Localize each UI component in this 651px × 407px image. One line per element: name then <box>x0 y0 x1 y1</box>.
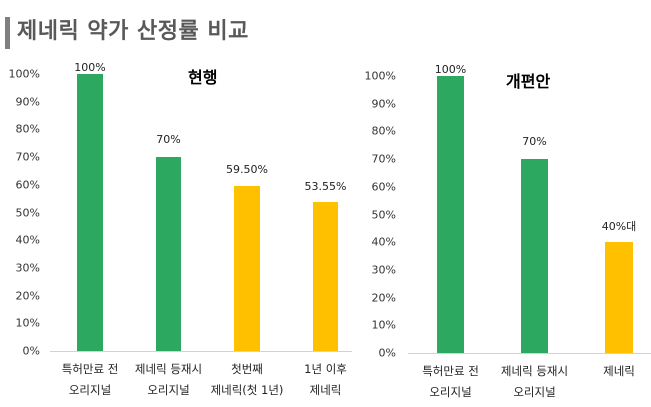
category-label: 특허만료 전 오리지널 <box>40 359 140 401</box>
y-tick: 10% <box>371 318 396 332</box>
bar <box>521 159 548 353</box>
y-tick: 30% <box>15 261 40 275</box>
bar-value-label: 59.50% <box>226 163 268 176</box>
category-label: 제네릭 <box>569 361 651 382</box>
category-label: 특허만료 전 오리지널 <box>401 361 501 403</box>
y-tick: 100% <box>8 67 40 81</box>
bar-value-label: 70% <box>522 135 547 148</box>
category-line: 제네릭(첫 1년) <box>210 383 284 397</box>
chart-title: 개편안 <box>506 72 551 91</box>
bar <box>605 242 633 353</box>
bar-value-label: 100% <box>434 63 467 76</box>
bar <box>313 202 338 351</box>
y-tick: 90% <box>15 95 40 109</box>
y-tick: 90% <box>371 97 396 111</box>
y-tick: 20% <box>15 289 40 303</box>
category-line: 제네릭 <box>603 364 635 378</box>
chart-title: 현행 <box>188 68 218 87</box>
y-tick: 0% <box>22 344 40 358</box>
title-accent-bar <box>5 17 10 49</box>
y-tick: 70% <box>15 150 40 164</box>
y-tick: 20% <box>371 291 396 305</box>
y-tick: 30% <box>371 263 396 277</box>
page-title: 제네릭 약가 산정률 비교 <box>17 19 249 44</box>
bar-value-label: 100% <box>74 61 106 74</box>
bar <box>437 76 464 353</box>
y-tick: 0% <box>378 346 396 360</box>
y-tick: 10% <box>15 316 40 330</box>
y-tick: 50% <box>371 208 396 221</box>
category-label: 첫번째 제네릭(첫 1년) <box>197 359 297 401</box>
x-axis-line <box>408 353 651 354</box>
category-line: 첫번째 <box>231 362 263 376</box>
category-line: 오리지널 <box>68 383 112 397</box>
bar-value-label: 70% <box>156 133 181 146</box>
chart-current: 0% 10% 20% 30% 40% 50% 60% 70% 80% 90% 1… <box>8 61 352 401</box>
category-line: 제네릭 <box>309 383 342 397</box>
y-tick: 40% <box>15 233 40 247</box>
category-label: 제네릭 등재시 오리지널 <box>119 359 219 401</box>
category-line: 제네릭 등재시 <box>134 362 203 376</box>
category-label: 1년 이후 제네릭 <box>276 359 376 401</box>
y-tick: 50% <box>15 206 40 219</box>
y-tick: 40% <box>371 235 396 249</box>
bar-value-label: 53.55% <box>304 180 347 193</box>
category-line: 1년 이후 <box>304 362 347 376</box>
category-line: 특허만료 전 <box>422 364 479 378</box>
y-tick: 80% <box>15 122 40 136</box>
category-label: 제네릭 등재시 오리지널 <box>485 361 585 403</box>
y-tick: 70% <box>371 152 396 166</box>
bar <box>77 74 103 351</box>
category-line: 특허만료 전 <box>61 362 119 376</box>
y-tick: 80% <box>371 124 396 138</box>
category-line: 오리지널 <box>147 383 190 397</box>
x-axis-line <box>50 351 352 352</box>
category-line: 오리지널 <box>429 385 472 399</box>
y-tick: 100% <box>364 69 396 83</box>
bar <box>234 186 260 351</box>
bar-value-label: 40%대 <box>601 220 637 233</box>
y-tick: 60% <box>15 178 40 192</box>
y-tick: 60% <box>371 180 396 194</box>
bar <box>156 157 181 351</box>
category-line: 제네릭 등재시 <box>500 364 569 378</box>
category-line: 오리지널 <box>513 385 556 399</box>
